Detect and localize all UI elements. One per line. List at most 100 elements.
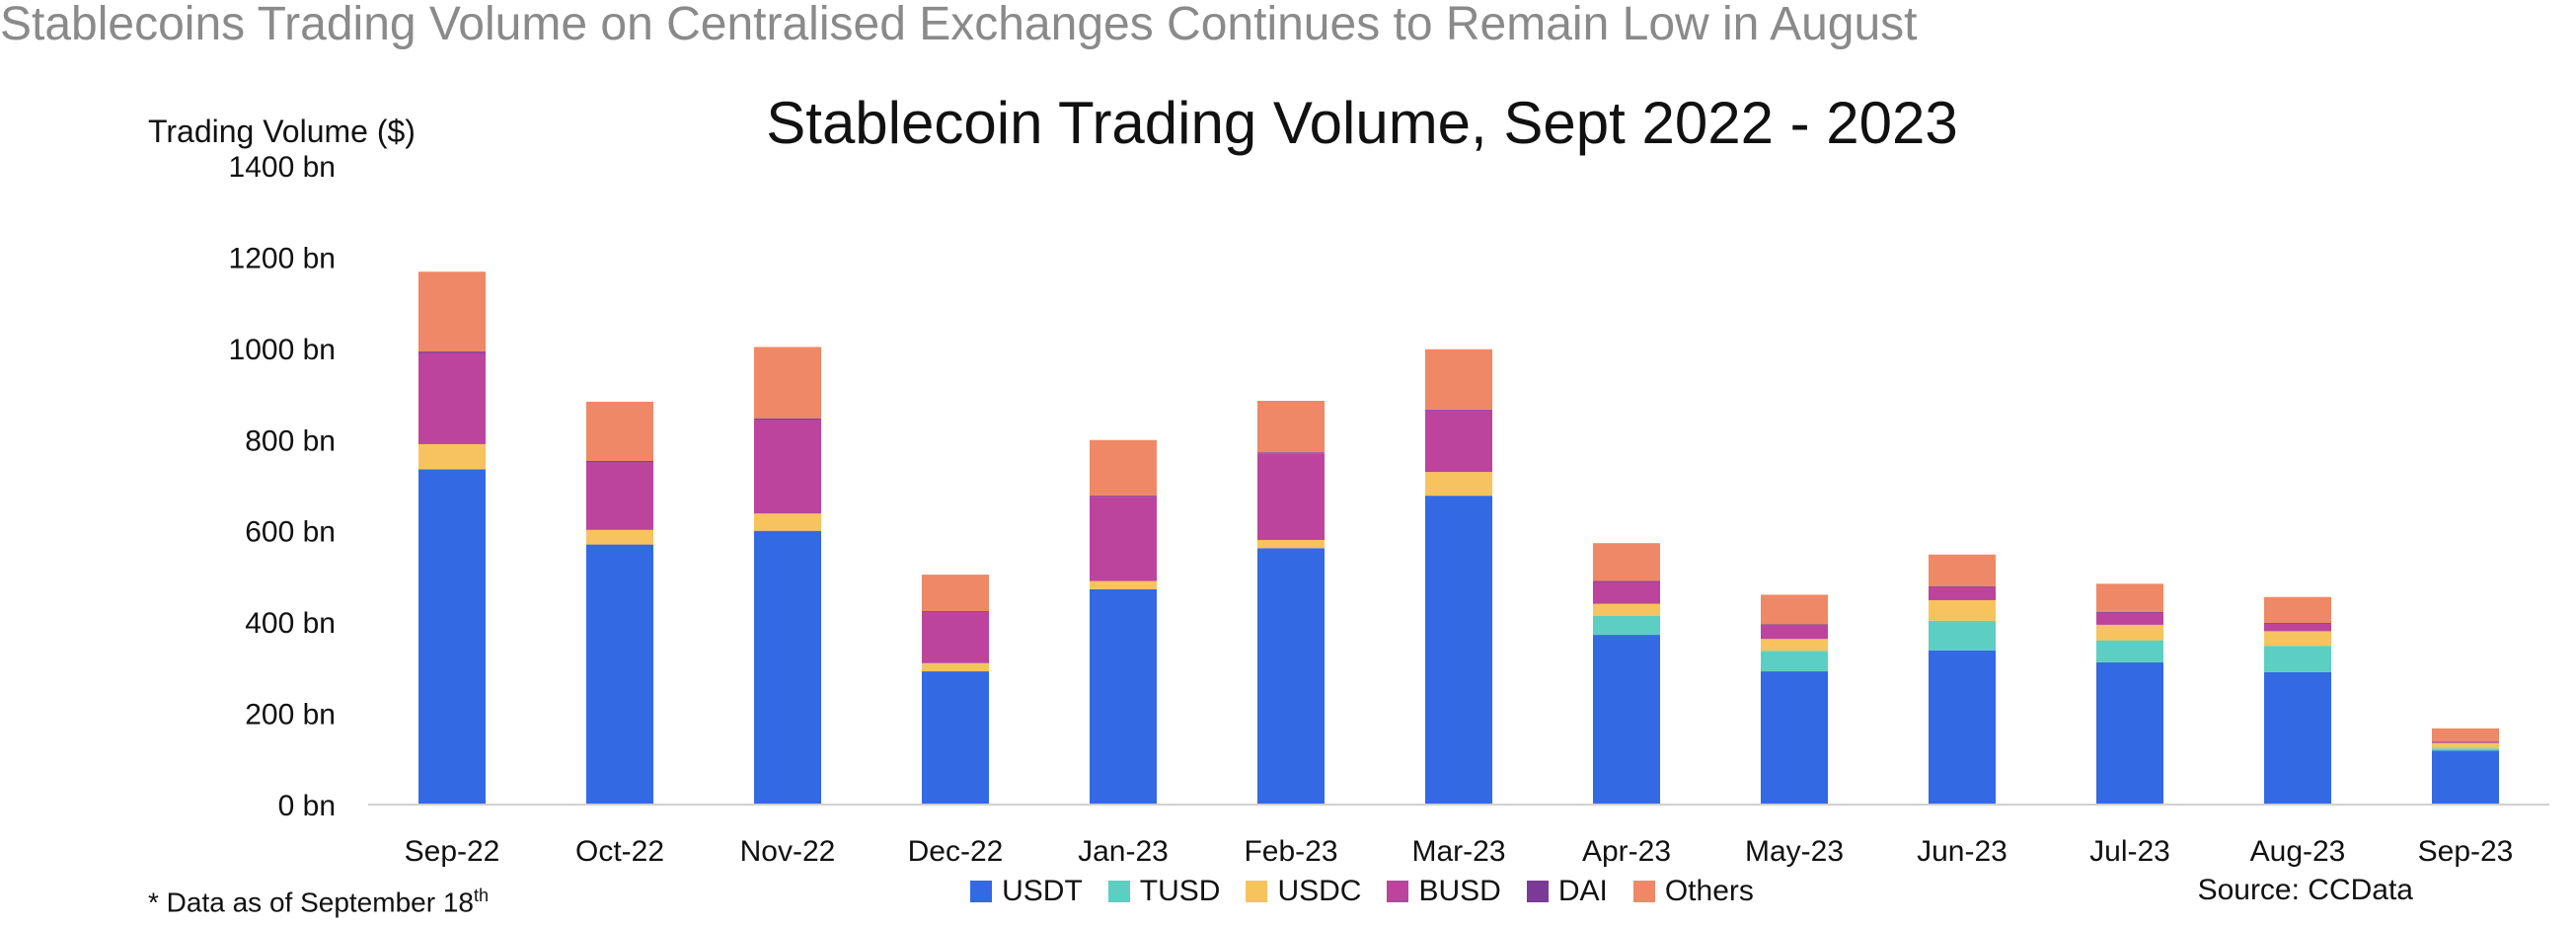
- x-tick-label: Aug-23: [2250, 835, 2346, 868]
- bar-segment-usdc: [1929, 599, 1996, 621]
- bar-segment-others: [2264, 596, 2331, 624]
- bar-segment-others: [1593, 543, 1660, 581]
- bar-segment-usdc: [1761, 639, 1828, 652]
- bar-segment-usdc: [754, 513, 821, 531]
- legend-item-dai: DAI: [1526, 875, 1608, 908]
- legend-item-tusd: TUSD: [1107, 875, 1221, 908]
- bar-segment-usdt: [1425, 496, 1492, 805]
- bar-segment-busd: [1761, 625, 1828, 640]
- bar-segment-dai: [1929, 586, 1996, 588]
- legend-item-busd: BUSD: [1387, 875, 1501, 908]
- y-axis-ticks: 0 bn 200 bn 400 bn 600 bn 800 bn 1000 bn 1200 …: [229, 151, 336, 822]
- y-tick-label: 1200 bn: [229, 242, 336, 274]
- bar-segment-dai: [418, 351, 486, 353]
- legend-swatch: [1246, 881, 1268, 902]
- bar-segment-usdc: [1593, 603, 1660, 616]
- legend-label: DAI: [1557, 875, 1608, 907]
- footnote-text: * Data as of September 18: [148, 887, 474, 918]
- bar-segment-others: [2432, 728, 2499, 741]
- legend-swatch: [1107, 881, 1130, 902]
- x-tick-label: May-23: [1745, 835, 1844, 868]
- legend-swatch: [1632, 881, 1655, 902]
- bar-segment-usdt: [922, 671, 989, 805]
- bar-segment-usdc: [1425, 472, 1492, 497]
- bar-segment-usdt: [1257, 548, 1325, 805]
- bar-segment-busd: [2264, 623, 2331, 632]
- x-axis-ticks: Sep-22 Oct-22 Nov-22 Dec-22 Jan-23 Feb-23 Mar-…: [405, 835, 2514, 868]
- bar-segment-usdc: [2264, 631, 2331, 647]
- bar-segment-usdc: [2432, 742, 2499, 749]
- source-label: Source: CCData: [2197, 874, 2413, 906]
- bar-segment-others: [418, 271, 486, 352]
- bar-segment-busd: [754, 420, 821, 514]
- bar-segment-tusd: [2096, 640, 2163, 662]
- legend-swatch: [970, 881, 993, 902]
- bar-segment-others: [1090, 439, 1157, 497]
- bar-segment-usdc: [922, 662, 989, 672]
- bar-segment-dai: [922, 611, 989, 612]
- bar-segment-busd: [1593, 581, 1660, 604]
- chart-title: Stablecoin Trading Volume, Sept 2022 - 2…: [766, 90, 1958, 156]
- legend-label: TUSD: [1139, 875, 1221, 907]
- bar-segment-others: [1761, 594, 1828, 625]
- y-tick-label: 800 bn: [245, 424, 336, 457]
- x-tick-label: Sep-23: [2418, 835, 2514, 868]
- bar-segment-usdt: [2432, 750, 2499, 805]
- y-tick-label: 200 bn: [245, 699, 336, 732]
- legend-label: USDT: [1002, 875, 1083, 907]
- bar-segment-dai: [754, 419, 821, 421]
- bar-segment-tusd: [2432, 748, 2499, 751]
- bar-segment-dai: [1425, 409, 1492, 411]
- bar-segment-others: [2096, 583, 2163, 612]
- x-tick-label: Nov-22: [740, 835, 836, 868]
- bar-segment-usdt: [754, 530, 821, 805]
- x-tick-label: Jul-23: [2089, 835, 2170, 868]
- legend: USDT TUSD USDC BUSD DAI Others: [0, 875, 2576, 908]
- bar-segment-busd: [1929, 587, 1996, 600]
- legend-item-usdt: USDT: [970, 875, 1083, 908]
- legend-swatch: [1387, 881, 1409, 902]
- y-tick-label: 1400 bn: [229, 151, 336, 184]
- y-tick-label: 0 bn: [278, 790, 336, 822]
- bar-segment-dai: [2096, 611, 2163, 613]
- x-tick-label: Mar-23: [1411, 835, 1505, 868]
- bar-segment-usdt: [1090, 588, 1157, 805]
- bar-segment-busd: [2432, 741, 2499, 743]
- legend-item-others: Others: [1632, 875, 1754, 908]
- bar-segment-usdc: [2096, 624, 2163, 641]
- bar-segment-tusd: [1593, 615, 1660, 636]
- legend-swatch: [1526, 881, 1549, 902]
- bar-segment-dai: [2264, 623, 2331, 624]
- legend-item-usdc: USDC: [1246, 875, 1361, 908]
- bar-segment-usdc: [586, 529, 653, 545]
- bar-segment-busd: [418, 352, 486, 444]
- x-tick-label: Oct-22: [575, 835, 664, 868]
- bar-segment-dai: [1257, 452, 1325, 454]
- x-tick-label: Apr-23: [1582, 835, 1671, 868]
- x-tick-label: Sep-22: [405, 835, 500, 868]
- bar-segment-busd: [1257, 453, 1325, 540]
- y-tick-label: 400 bn: [245, 607, 336, 640]
- bar-segment-others: [586, 401, 653, 462]
- bar-segment-tusd: [1929, 620, 1996, 651]
- bar-segment-others: [922, 575, 989, 612]
- footnote-superscript: th: [473, 886, 489, 905]
- bar-segment-tusd: [1761, 651, 1828, 672]
- bar-segment-usdc: [1090, 580, 1157, 589]
- bar-segment-usdt: [2264, 671, 2331, 805]
- bar-segment-busd: [1090, 497, 1157, 581]
- bar-segment-dai: [1593, 580, 1660, 582]
- bar-stacks: [418, 271, 2499, 805]
- bar-segment-busd: [922, 611, 989, 663]
- bar-segment-tusd: [2264, 646, 2331, 672]
- bar-segment-others: [754, 347, 821, 420]
- bar-segment-usdt: [2096, 661, 2163, 805]
- legend-label: USDC: [1277, 875, 1362, 907]
- bar-segment-dai: [586, 461, 653, 463]
- bar-segment-others: [1257, 401, 1325, 453]
- bar-segment-usdt: [1593, 635, 1660, 805]
- bar-segment-usdc: [418, 443, 486, 470]
- bar-segment-others: [1929, 554, 1996, 587]
- bar-segment-usdt: [586, 544, 653, 805]
- x-tick-label: Feb-23: [1244, 835, 1337, 868]
